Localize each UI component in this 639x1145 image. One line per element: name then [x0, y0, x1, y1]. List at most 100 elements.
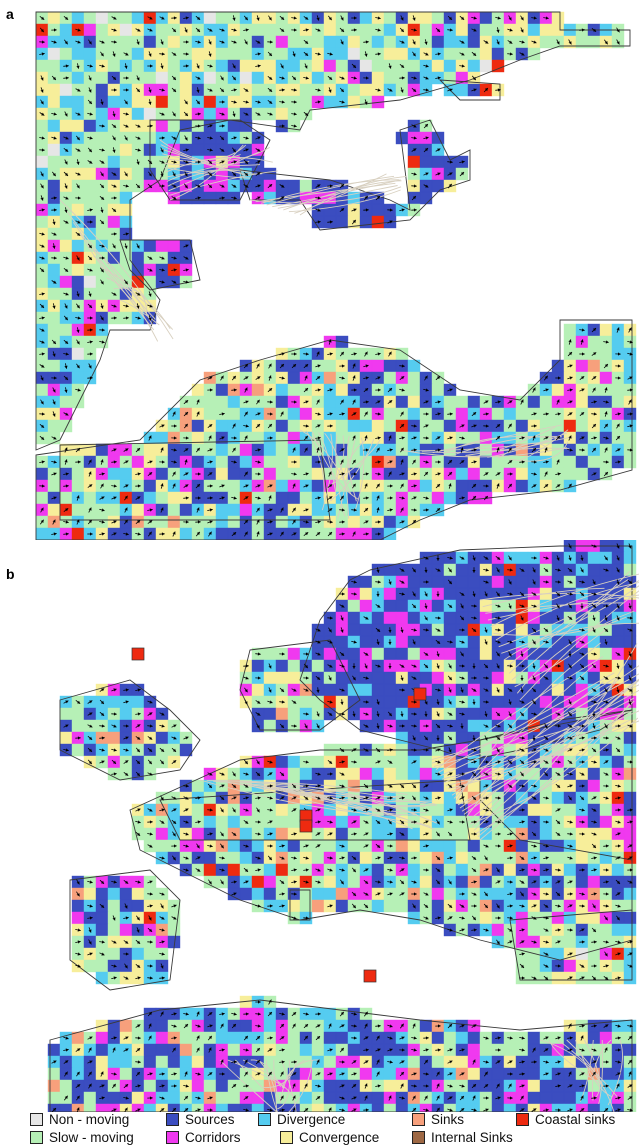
grid-cell-corridors: [96, 1104, 108, 1112]
grid-cell-divergence: [444, 60, 456, 72]
grid-cell-divergence: [336, 816, 348, 828]
grid-cell-slow-moving: [204, 408, 216, 420]
grid-cell-sources: [504, 612, 516, 624]
grid-cell-divergence: [564, 864, 576, 876]
grid-cell-sources: [96, 912, 108, 924]
grid-cell-coastal-sinks: [156, 96, 168, 108]
grid-cell-slow-moving: [36, 492, 48, 504]
grid-cell-corridors: [132, 1104, 144, 1112]
grid-cell-divergence: [360, 1104, 372, 1112]
grid-cell-divergence: [408, 1104, 420, 1112]
grid-cell-slow-moving: [216, 396, 228, 408]
grid-cell-corridors: [156, 240, 168, 252]
grid-cell-non-moving: [144, 108, 156, 120]
grid-cell-slow-moving: [108, 504, 120, 516]
grid-cell-sources: [336, 216, 348, 228]
grid-cell-divergence: [600, 852, 612, 864]
grid-cell-convergence: [132, 504, 144, 516]
grid-cell-slow-moving: [408, 1056, 420, 1068]
grid-cell-sources: [372, 1092, 384, 1104]
grid-cell-divergence: [228, 504, 240, 516]
grid-cell-sources: [624, 636, 636, 648]
grid-cell-divergence: [180, 1056, 192, 1068]
grid-cell-sources: [264, 888, 276, 900]
grid-cell-sources: [156, 468, 168, 480]
grid-cell-slow-moving: [492, 408, 504, 420]
grid-cell-sources: [372, 684, 384, 696]
grid-cell-slow-moving: [168, 120, 180, 132]
grid-cell-corridors: [288, 648, 300, 660]
grid-cell-sources: [516, 420, 528, 432]
grid-cell-slow-moving: [120, 12, 132, 24]
grid-cell-slow-moving: [396, 756, 408, 768]
grid-cell-corridors: [624, 828, 636, 840]
grid-cell-slow-moving: [600, 348, 612, 360]
grid-cell-slow-moving: [96, 960, 108, 972]
grid-cell-divergence: [120, 468, 132, 480]
grid-cell-sources: [552, 1092, 564, 1104]
grid-cell-divergence: [564, 1104, 576, 1112]
grid-cell-slow-moving: [264, 648, 276, 660]
grid-cell-sources: [432, 600, 444, 612]
grid-cell-divergence: [444, 36, 456, 48]
grid-cell-corridors: [240, 444, 252, 456]
grid-cell-slow-moving: [204, 396, 216, 408]
grid-cell-sources: [144, 240, 156, 252]
grid-cell-corridors: [192, 828, 204, 840]
grid-cell-sources: [396, 648, 408, 660]
grid-cell-convergence: [372, 420, 384, 432]
grid-cell-sources: [624, 732, 636, 744]
grid-cell-slow-moving: [132, 168, 144, 180]
grid-cell-sources: [540, 612, 552, 624]
grid-cell-corridors: [528, 612, 540, 624]
grid-cell-slow-moving: [264, 24, 276, 36]
grid-cell-sources: [468, 840, 480, 852]
grid-cell-divergence: [360, 420, 372, 432]
grid-cell-divergence: [492, 888, 504, 900]
grid-cell-corridors: [84, 24, 96, 36]
grid-cell-divergence: [60, 24, 72, 36]
grid-cell-slow-moving: [168, 60, 180, 72]
grid-cell-divergence: [120, 1056, 132, 1068]
grid-cell-slow-moving: [324, 840, 336, 852]
grid-cell-divergence: [504, 1104, 516, 1112]
grid-cell-slow-moving: [72, 468, 84, 480]
grid-cell-sources: [420, 672, 432, 684]
grid-cell-slow-moving: [72, 504, 84, 516]
grid-cell-divergence: [216, 1104, 228, 1112]
grid-cell-non-moving: [240, 72, 252, 84]
grid-cell-convergence: [84, 444, 96, 456]
grid-cell-slow-moving: [444, 888, 456, 900]
grid-cell-sinks: [252, 384, 264, 396]
grid-cell-sources: [132, 900, 144, 912]
grid-cell-divergence: [180, 528, 192, 540]
grid-cell-sources: [456, 576, 468, 588]
grid-cell-slow-moving: [36, 216, 48, 228]
grid-cell-divergence: [48, 120, 60, 132]
grid-cell-slow-moving: [180, 1032, 192, 1044]
grid-cell-slow-moving: [408, 60, 420, 72]
grid-cell-sources: [84, 120, 96, 132]
grid-cell-convergence: [168, 36, 180, 48]
grid-cell-corridors: [324, 648, 336, 660]
grid-cell-slow-moving: [432, 420, 444, 432]
grid-cell-slow-moving: [60, 48, 72, 60]
grid-cell-sources: [624, 912, 636, 924]
grid-cell-sinks: [180, 1044, 192, 1056]
grid-cell-non-moving: [156, 72, 168, 84]
grid-cell-sinks: [396, 840, 408, 852]
grid-cell-convergence: [384, 768, 396, 780]
grid-cell-slow-moving: [216, 12, 228, 24]
grid-cell-sources: [360, 624, 372, 636]
grid-cell-sources: [336, 672, 348, 684]
grid-cell-sources: [324, 204, 336, 216]
grid-cell-divergence: [132, 696, 144, 708]
grid-cell-slow-moving: [96, 24, 108, 36]
grid-cell-divergence: [72, 1056, 84, 1068]
grid-cell-divergence: [72, 240, 84, 252]
grid-cell-slow-moving: [48, 288, 60, 300]
grid-cell-convergence: [384, 1080, 396, 1092]
grid-cell-sources: [156, 732, 168, 744]
grid-cell-convergence: [168, 492, 180, 504]
grid-cell-slow-moving: [168, 924, 180, 936]
